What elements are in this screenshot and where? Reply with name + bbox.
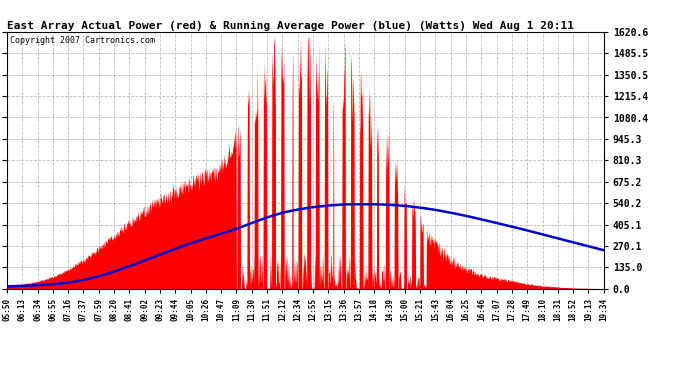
Text: Copyright 2007 Cartronics.com: Copyright 2007 Cartronics.com (10, 36, 155, 45)
Text: East Array Actual Power (red) & Running Average Power (blue) (Watts) Wed Aug 1 2: East Array Actual Power (red) & Running … (7, 21, 574, 31)
